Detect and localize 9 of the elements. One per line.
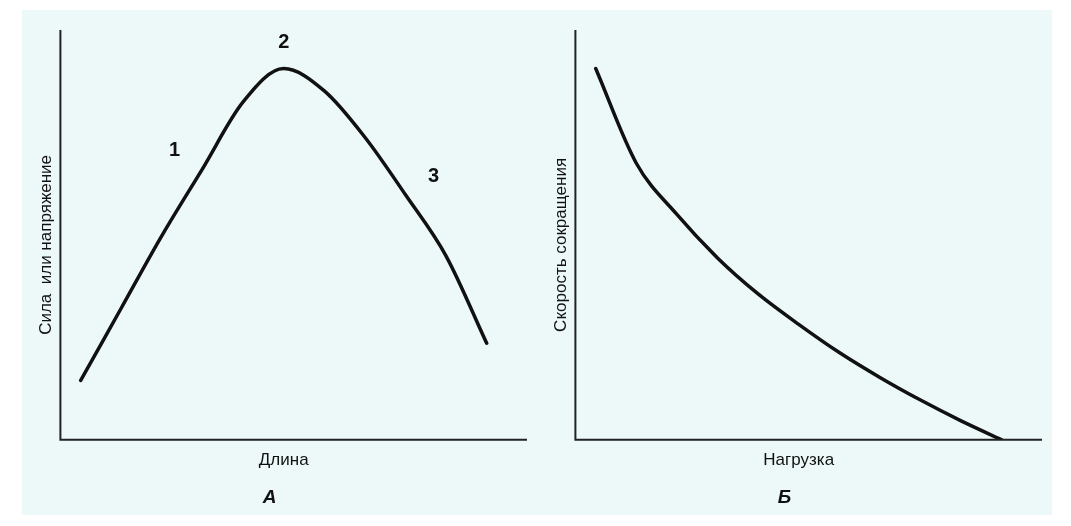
- text: Б: [777, 485, 792, 507]
- text: А: [261, 485, 277, 507]
- y-axis-title: Сила или напряжение: [35, 154, 55, 335]
- text: 2: [278, 30, 290, 53]
- x-axis-title: Длина: [258, 449, 310, 469]
- annotation: 1: [168, 138, 181, 161]
- x-axis-title: Нагрузка: [763, 449, 835, 469]
- annotation: 3: [427, 164, 440, 187]
- y-axis-title: Скорость сокращения: [550, 157, 570, 332]
